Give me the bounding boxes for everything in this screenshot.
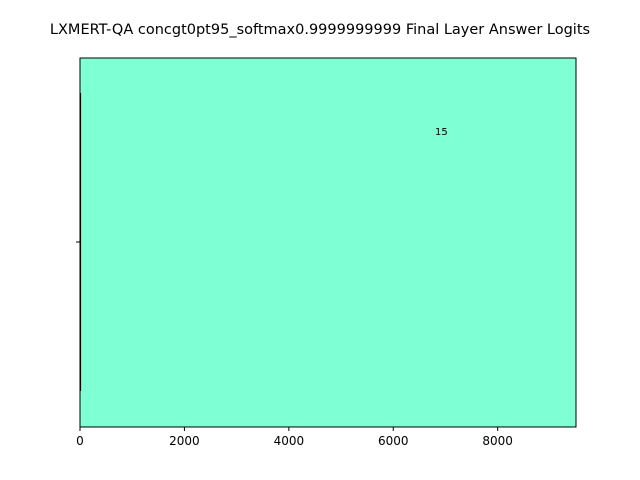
x-tick-label: 2000 bbox=[169, 434, 200, 448]
chart-title: LXMERT-QA concgt0pt95_softmax0.999999999… bbox=[50, 22, 590, 38]
annotations: 15 bbox=[435, 127, 448, 138]
x-tick-label: 6000 bbox=[378, 434, 409, 448]
bar-fill bbox=[80, 58, 576, 427]
bar-annotation: 15 bbox=[435, 127, 448, 138]
x-tick-label: 8000 bbox=[482, 434, 513, 448]
x-tick-label: 0 bbox=[76, 434, 84, 448]
x-axis: 0 2000 4000 6000 8000 bbox=[76, 427, 513, 448]
plot-area bbox=[76, 57, 577, 428]
plot-frame bbox=[79, 57, 577, 428]
x-tick-label: 4000 bbox=[274, 434, 305, 448]
